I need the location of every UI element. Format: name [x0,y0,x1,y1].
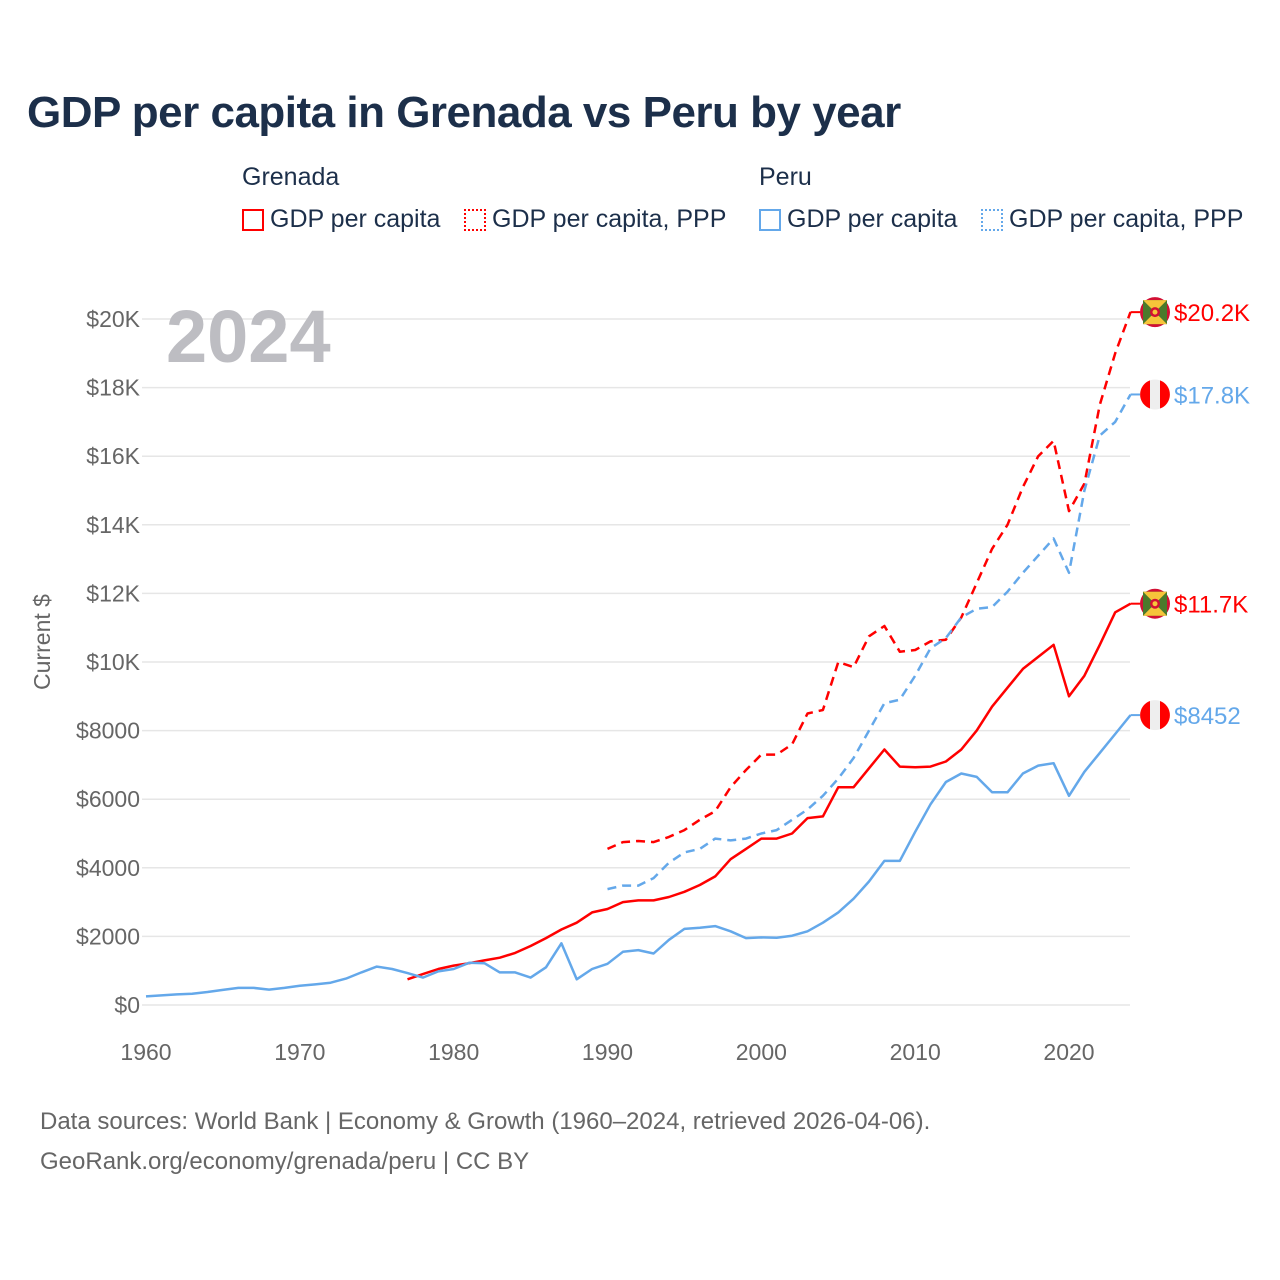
y-tick-label: $8000 [76,718,140,744]
footer-sources: Data sources: World Bank | Economy & Gro… [40,1108,931,1135]
legend-label: GDP per capita [787,205,958,233]
y-tick-label: $18K [86,375,140,401]
series-line-peru-gdp-per-capita-ppp [607,393,1132,891]
y-tick-label: $16K [86,443,140,469]
series-line-peru-gdp-per-capita [145,714,1132,998]
x-tick-label: 2010 [890,1039,941,1065]
legend-swatch-solid [242,208,264,231]
flag-left-band [1140,380,1150,409]
legend-label: GDP per capita, PPP [1009,205,1244,233]
legend-swatch-dotted [464,208,486,231]
flag-star [1152,309,1158,315]
legend-grenada-ppp[interactable]: GDP per capita, PPP [464,205,726,234]
year-watermark: 2024 [166,295,331,378]
y-tick-label: $0 [114,992,140,1018]
y-tick-label: $12K [86,580,140,606]
series-line-grenada-gdp-per-capita-ppp [606,311,1132,851]
y-tick-label: $6000 [76,786,140,812]
flag-triangle [1143,603,1167,616]
flag-right-band [1160,380,1170,409]
peru-flag-icon [1140,700,1170,731]
series-line-grenada-gdp-per-capita [407,602,1132,981]
peru-flag-icon [1140,379,1170,410]
x-tick-label: 1970 [274,1039,325,1065]
legend-peru-ppp[interactable]: GDP per capita, PPP [981,205,1243,234]
legend-peru-gdp[interactable]: GDP per capita [759,205,957,234]
y-tick-label: $10K [86,649,140,675]
end-value-label: $8452 [1174,703,1241,730]
flag-left-band [1140,700,1150,730]
legend-swatch-solid [759,208,781,231]
y-tick-label: $2000 [76,923,140,949]
end-value-label: $11.7K [1174,592,1248,619]
end-value-label: $17.8K [1174,382,1250,409]
end-value-label: $20.2K [1174,300,1250,327]
flag-triangle [1143,312,1167,325]
x-tick-label: 2000 [736,1039,787,1065]
legend-label: GDP per capita [270,205,441,233]
x-tick-label: 1960 [120,1039,171,1065]
y-tick-label: $4000 [76,855,140,881]
chart-title: GDP per capita in Grenada vs Peru by yea… [27,88,901,137]
flag-right-band [1160,700,1170,730]
x-tick-label: 2020 [1043,1039,1094,1065]
x-tick-label: 1990 [582,1039,633,1065]
flag-triangle [1143,300,1167,313]
legend-swatch-dotted [981,208,1003,231]
y-axis-label: Current $ [29,594,55,690]
y-tick-label: $20K [86,306,140,332]
footer-link[interactable]: GeoRank.org/economy/grenada/peru | CC BY [40,1148,530,1175]
x-tick-label: 1980 [428,1039,479,1065]
legend-group-grenada: Grenada [242,163,340,191]
y-tick-label: $14K [86,512,140,538]
legend-label: GDP per capita, PPP [492,205,727,233]
legend-group-peru: Peru [759,163,812,191]
grenada-flag-icon [1140,297,1170,328]
grenada-flag-icon [1140,588,1170,619]
flag-star [1152,601,1158,607]
legend-grenada-gdp[interactable]: GDP per capita [242,205,440,234]
flag-triangle [1143,591,1167,604]
